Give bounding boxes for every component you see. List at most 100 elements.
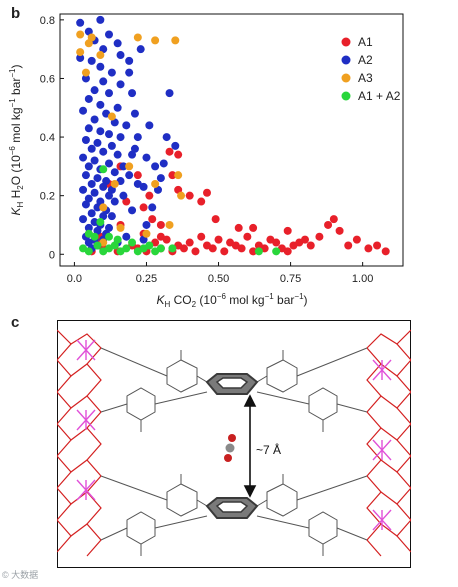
data-point-a1 [237, 244, 246, 253]
benzene-ring-lower [205, 497, 259, 519]
legend-label: A2 [358, 53, 373, 67]
data-point-a2 [113, 150, 122, 159]
legend-label: A3 [358, 71, 373, 85]
data-point-a2 [96, 62, 105, 71]
data-point-a2 [148, 203, 157, 212]
data-point-a2 [87, 56, 96, 65]
data-point-a2 [99, 77, 108, 86]
data-point-a2 [79, 153, 88, 162]
y-tick-label: 0.8 [40, 15, 55, 27]
data-point-a2 [107, 141, 116, 150]
data-point-a1-a2 [105, 232, 113, 241]
data-point-a1 [139, 203, 148, 212]
data-point-a1 [329, 215, 338, 224]
data-point-a3 [76, 30, 85, 39]
data-point-a2 [93, 174, 102, 183]
data-point-a2 [128, 89, 137, 98]
data-point-a2 [90, 188, 99, 197]
data-point-a1 [191, 247, 200, 256]
data-point-a2 [90, 86, 99, 95]
data-point-a1 [306, 241, 315, 250]
data-point-a1-a2 [96, 218, 105, 227]
data-point-a1 [211, 215, 220, 224]
data-point-a2 [125, 171, 134, 180]
data-point-a1 [335, 226, 344, 235]
data-points [76, 15, 390, 256]
y-tick-label: 0 [49, 249, 55, 261]
data-point-a1 [214, 235, 223, 244]
data-point-a3 [142, 229, 151, 238]
data-point-a3 [96, 51, 105, 60]
data-point-a2 [90, 156, 99, 165]
data-point-a1-a2 [145, 241, 154, 250]
data-point-a1 [283, 247, 292, 256]
data-point-a3 [171, 36, 180, 45]
data-point-a2 [105, 130, 113, 139]
distance-arrow [243, 394, 257, 498]
data-point-a1 [185, 238, 194, 247]
data-point-a1 [168, 171, 177, 180]
data-point-a1 [352, 235, 361, 244]
data-point-a2 [122, 232, 131, 241]
data-point-a2 [113, 39, 122, 48]
data-point-a2 [145, 121, 154, 130]
data-point-a2 [159, 159, 168, 168]
data-point-a2 [116, 133, 125, 142]
data-point-a2 [130, 109, 139, 118]
data-point-a2 [110, 197, 119, 206]
data-point-a2 [136, 45, 145, 54]
data-point-a2 [110, 168, 119, 177]
framework-right-red [366, 329, 411, 557]
data-point-a2 [116, 80, 125, 89]
data-point-a2 [133, 133, 142, 142]
data-point-a3 [99, 203, 108, 212]
data-point-a2 [93, 203, 102, 212]
data-point-a1-a2 [156, 244, 165, 253]
data-point-a3 [151, 179, 160, 188]
linker-lower [100, 474, 368, 556]
data-point-a1 [179, 244, 188, 253]
benzene-ring-upper [205, 373, 259, 395]
data-point-a2 [142, 153, 151, 162]
data-point-a2 [125, 56, 134, 65]
data-point-a1 [344, 241, 353, 250]
data-point-a2 [79, 185, 88, 194]
data-point-a1 [185, 191, 194, 200]
data-point-a2 [99, 182, 108, 191]
y-axis-label: KH H2O (10−6 mol kg−1 bar−1) [8, 64, 25, 215]
data-point-a1 [145, 191, 154, 200]
data-point-a2 [130, 144, 139, 153]
data-point-a2 [119, 162, 128, 171]
data-point-a2 [81, 200, 90, 209]
data-point-a3 [84, 39, 93, 48]
data-point-a2 [142, 220, 151, 229]
data-point-a2 [105, 191, 113, 200]
distance-label: ~7 Å [256, 442, 281, 457]
data-point-a1 [315, 232, 324, 241]
data-point-a3 [76, 48, 85, 57]
data-point-a2 [105, 89, 113, 98]
data-point-a2 [79, 106, 88, 115]
data-point-a3 [133, 33, 142, 42]
data-point-a2 [105, 223, 113, 232]
data-point-a1 [324, 220, 333, 229]
data-point-a1 [249, 223, 258, 232]
data-point-a1 [197, 197, 206, 206]
panel-label-b: b [11, 5, 21, 22]
data-point-a1 [220, 247, 229, 256]
data-point-a1 [283, 226, 292, 235]
data-point-a2 [90, 115, 99, 124]
data-point-a2 [125, 68, 134, 77]
data-point-a1-a2 [84, 247, 93, 256]
data-point-a3 [125, 162, 134, 171]
data-point-a3 [81, 68, 90, 77]
data-point-a1 [243, 232, 252, 241]
data-point-a2 [87, 209, 96, 218]
y-tick-label: 0.6 [40, 73, 55, 85]
data-point-a1 [148, 215, 157, 224]
legend-label: A1 [358, 35, 373, 49]
framework-left-magenta [76, 339, 96, 501]
data-point-a1-a2 [93, 241, 102, 250]
panel-label-c: c [11, 314, 20, 331]
data-point-a2 [96, 127, 105, 136]
